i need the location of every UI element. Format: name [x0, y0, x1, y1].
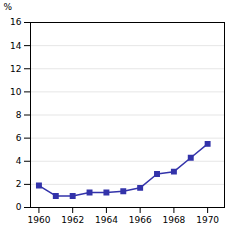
svg-text:12: 12 — [10, 64, 21, 74]
svg-text:8: 8 — [16, 110, 22, 120]
svg-text:16: 16 — [10, 17, 22, 27]
svg-text:10: 10 — [10, 87, 22, 97]
svg-text:6: 6 — [16, 133, 22, 143]
svg-text:1970: 1970 — [196, 215, 219, 225]
svg-text:14: 14 — [10, 41, 22, 51]
svg-text:1962: 1962 — [61, 215, 84, 225]
svg-text:%: % — [4, 2, 13, 12]
svg-text:0: 0 — [16, 202, 22, 212]
svg-text:1968: 1968 — [162, 215, 185, 225]
svg-text:1964: 1964 — [95, 215, 118, 225]
svg-text:1960: 1960 — [27, 215, 50, 225]
svg-text:4: 4 — [16, 156, 22, 166]
svg-text:1966: 1966 — [129, 215, 152, 225]
svg-text:2: 2 — [16, 179, 22, 189]
